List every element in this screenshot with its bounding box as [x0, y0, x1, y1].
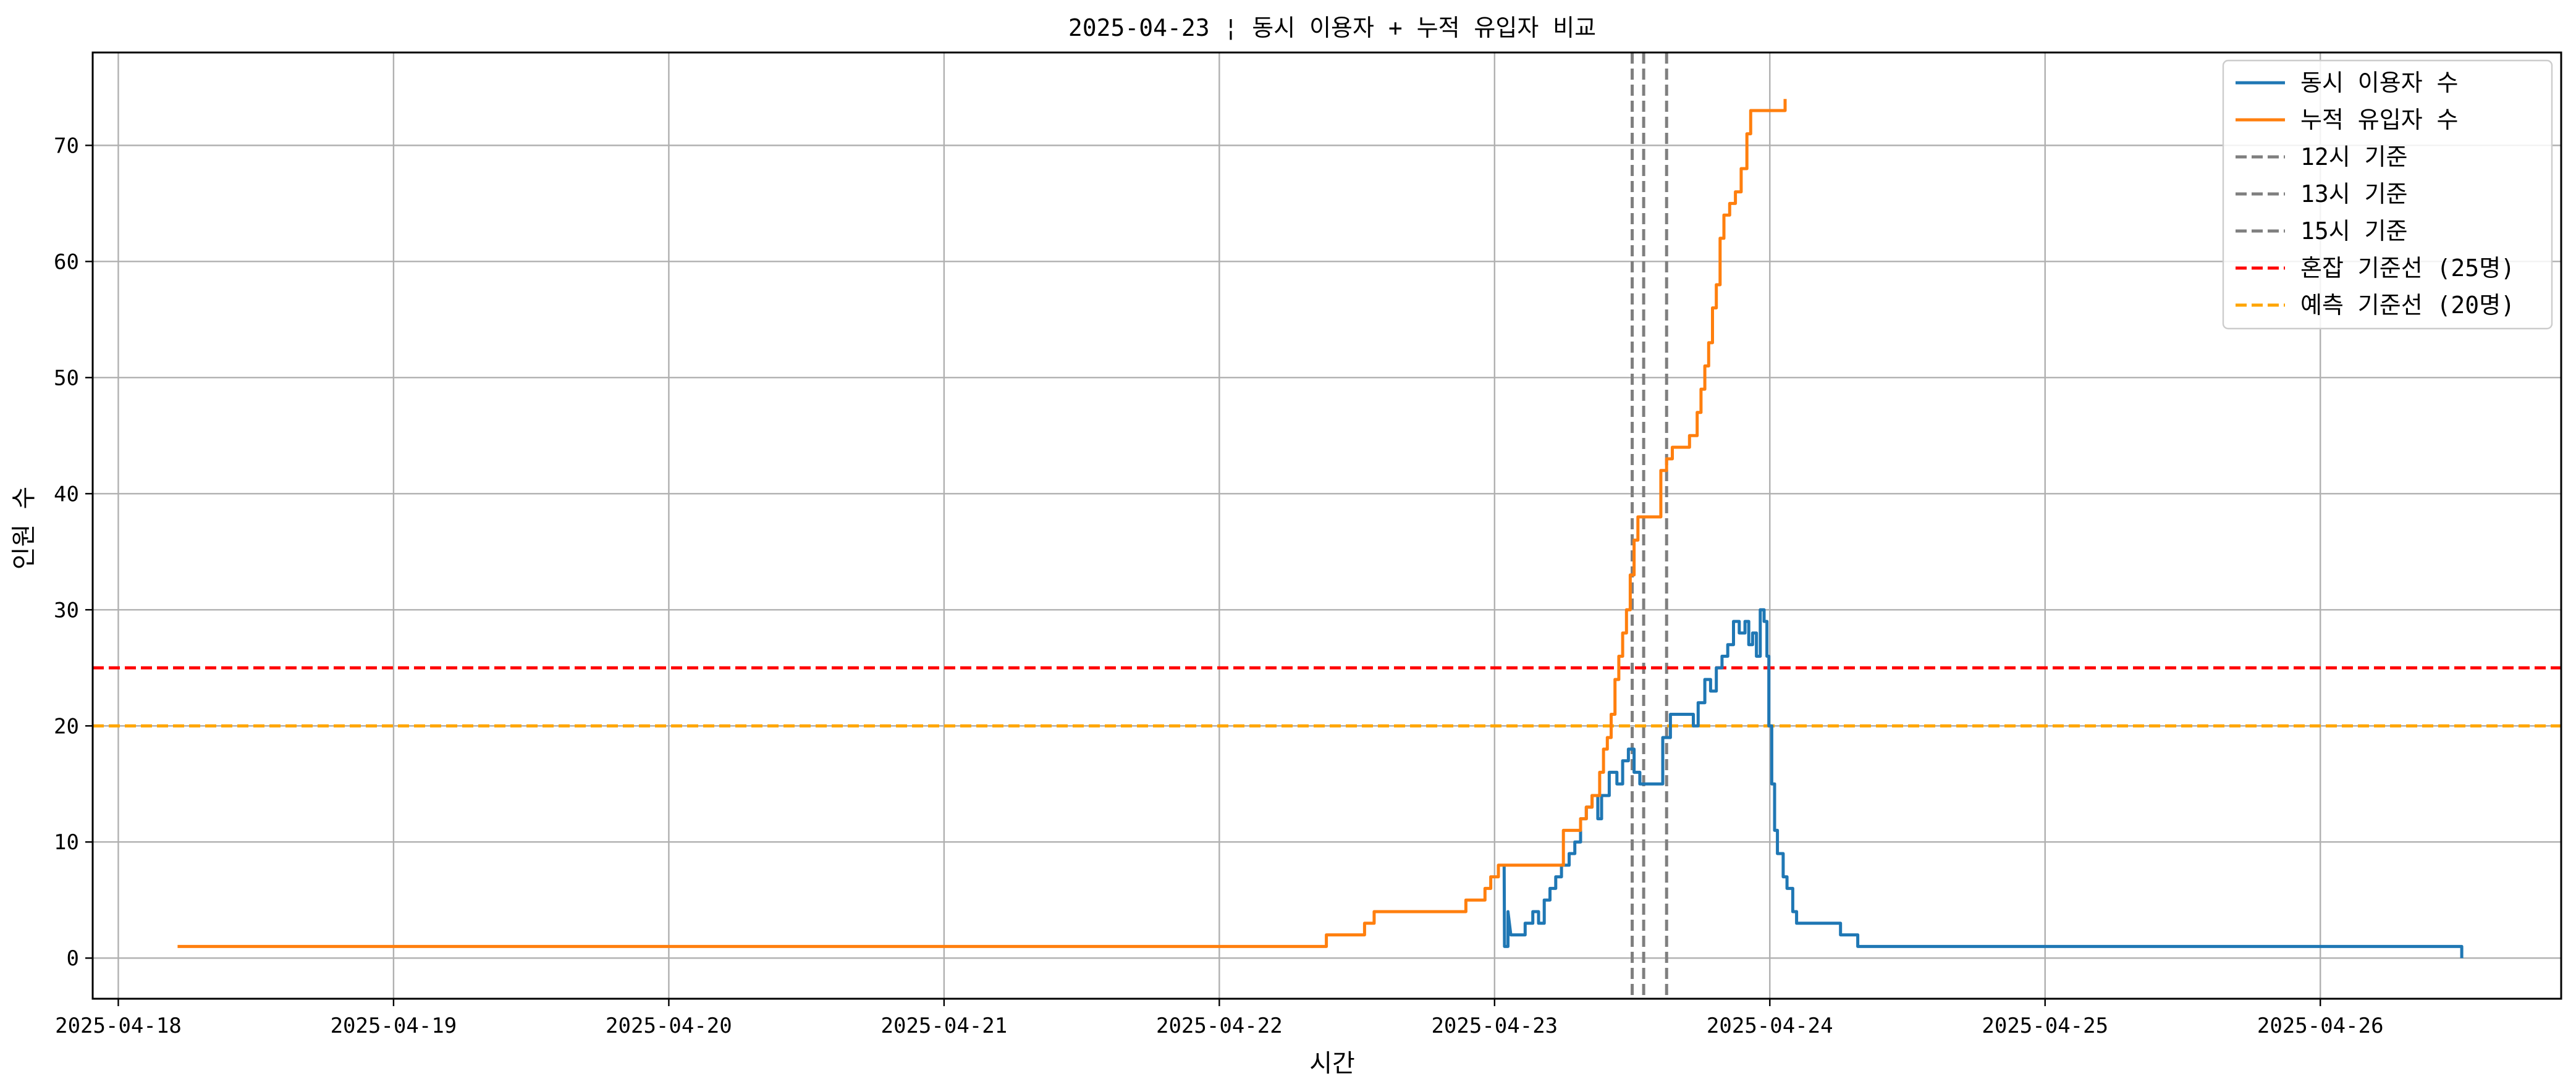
series-line-1	[1502, 608, 2464, 959]
x-tick-label: 2025-04-23	[1431, 1014, 1558, 1038]
y-tick-label: 40	[54, 482, 79, 506]
y-axis-title: 인원 수	[10, 487, 38, 569]
plot-frame	[91, 51, 2562, 1000]
x-axis-ticks: 2025-04-18 2025-04-19 2025-04-20 2025-04-21…	[55, 999, 2384, 1038]
legend-entry-label: 동시 이용자 수	[2300, 69, 2459, 96]
y-tick-label: 20	[54, 714, 79, 739]
x-tick-label: 2025-04-20	[606, 1014, 732, 1038]
legend-entry-label: 12시 기준	[2300, 143, 2408, 170]
x-tick-label: 2025-04-22	[1156, 1014, 1283, 1038]
x-axis-title: 시간	[1309, 1049, 1355, 1078]
x-tick-label: 2025-04-21	[881, 1014, 1008, 1038]
x-tick-label: 2025-04-25	[1982, 1014, 2108, 1038]
y-tick-label: 60	[54, 250, 79, 274]
legend-box	[2222, 59, 2553, 330]
y-tick-label: 10	[54, 830, 79, 855]
x-tick-label: 2025-04-24	[1707, 1014, 1833, 1038]
x-tick-label: 2025-04-19	[331, 1014, 457, 1038]
series-line-2	[177, 99, 1787, 948]
y-tick-label: 50	[54, 366, 79, 390]
y-tick-label: 0	[67, 946, 79, 971]
legend-entry-label: 13시 기준	[2300, 180, 2408, 208]
legend-entry-label: 누적 유입자 수	[2300, 106, 2459, 133]
reference-lines	[93, 52, 2561, 999]
x-tick-label: 2025-04-18	[55, 1014, 182, 1038]
legend-entry-label: 예측 기준선 (20명)	[2300, 292, 2515, 319]
x-tick-label: 2025-04-26	[2257, 1014, 2384, 1038]
legend-entry-label: 혼잡 기준선 (25명)	[2300, 254, 2515, 282]
y-tick-label: 30	[54, 598, 79, 623]
chart-title: 2025-04-23 ¦ 동시 이용자 + 누적 유입자 비교	[1068, 14, 1596, 41]
legend-entry-label: 15시 기준	[2300, 217, 2408, 245]
y-axis-ticks: 0 10 20 30 40 50 60 70	[54, 133, 93, 971]
series-layer	[177, 99, 2464, 959]
y-tick-label: 70	[54, 133, 79, 158]
